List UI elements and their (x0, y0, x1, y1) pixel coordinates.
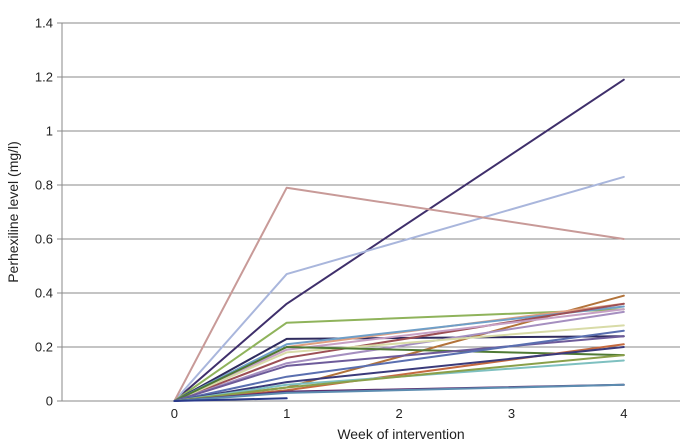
gridlines (62, 22, 680, 348)
y-tick-label: 1 (46, 124, 53, 139)
y-tick-labels: 0 0.2 0.4 0.6 0.8 1 1.2 1.4 (35, 16, 53, 409)
series-line-2 (173, 175, 625, 402)
axes (57, 22, 680, 402)
x-tick-label: 3 (508, 406, 515, 421)
y-tick-label: 0.2 (35, 340, 53, 355)
series-line-13 (173, 346, 625, 402)
y-tick-label: 0 (46, 394, 53, 409)
y-tick-label: 0.6 (35, 232, 53, 247)
series-line-4 (173, 308, 625, 402)
series-line-15 (173, 329, 625, 402)
series-line-6 (173, 335, 625, 402)
series-line-19 (173, 354, 625, 402)
series-line-3 (173, 186, 625, 402)
y-tick-label: 1.2 (35, 70, 53, 85)
y-tick-label: 0.4 (35, 286, 53, 301)
x-axis-title: Week of intervention (337, 426, 464, 442)
x-tick-labels: 0 1 2 3 4 (171, 406, 628, 421)
y-tick-label: 0.8 (35, 178, 53, 193)
series-lines (173, 78, 625, 402)
series-line-1 (173, 78, 625, 402)
y-axis-title: Perhexiline level (mg/l) (5, 141, 21, 283)
y-tick-label: 1.4 (35, 16, 53, 31)
series-line-22 (173, 397, 288, 402)
x-tick-label: 0 (171, 406, 178, 421)
series-line-12 (173, 324, 625, 402)
x-tick-label: 2 (395, 406, 402, 421)
x-tick-label: 4 (620, 406, 627, 421)
x-tick-label: 1 (283, 406, 290, 421)
series-line-21 (173, 383, 625, 402)
